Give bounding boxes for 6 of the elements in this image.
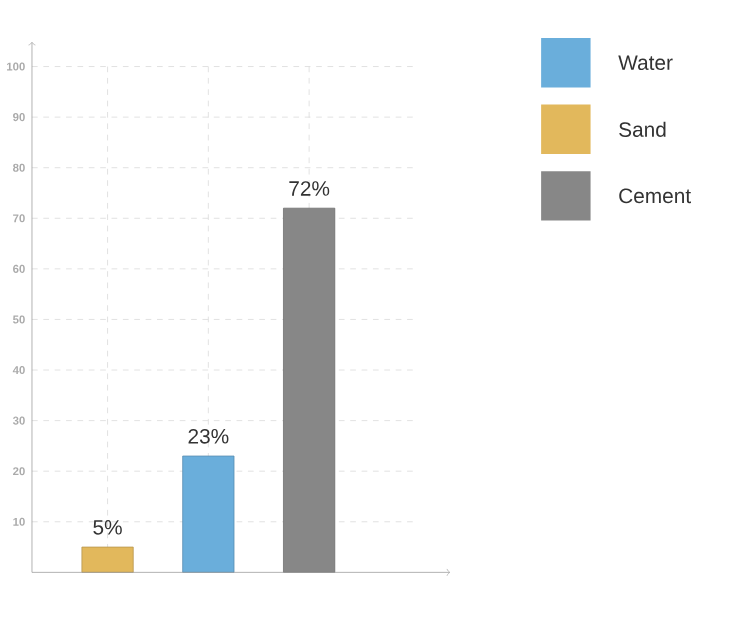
legend-label: Cement [619,188,691,204]
data-label: 23% [188,428,229,444]
data-label: 72% [289,181,330,196]
data-label: 5% [93,520,122,535]
legend-label: Water [618,55,673,71]
legend-label: Sand [619,121,666,137]
